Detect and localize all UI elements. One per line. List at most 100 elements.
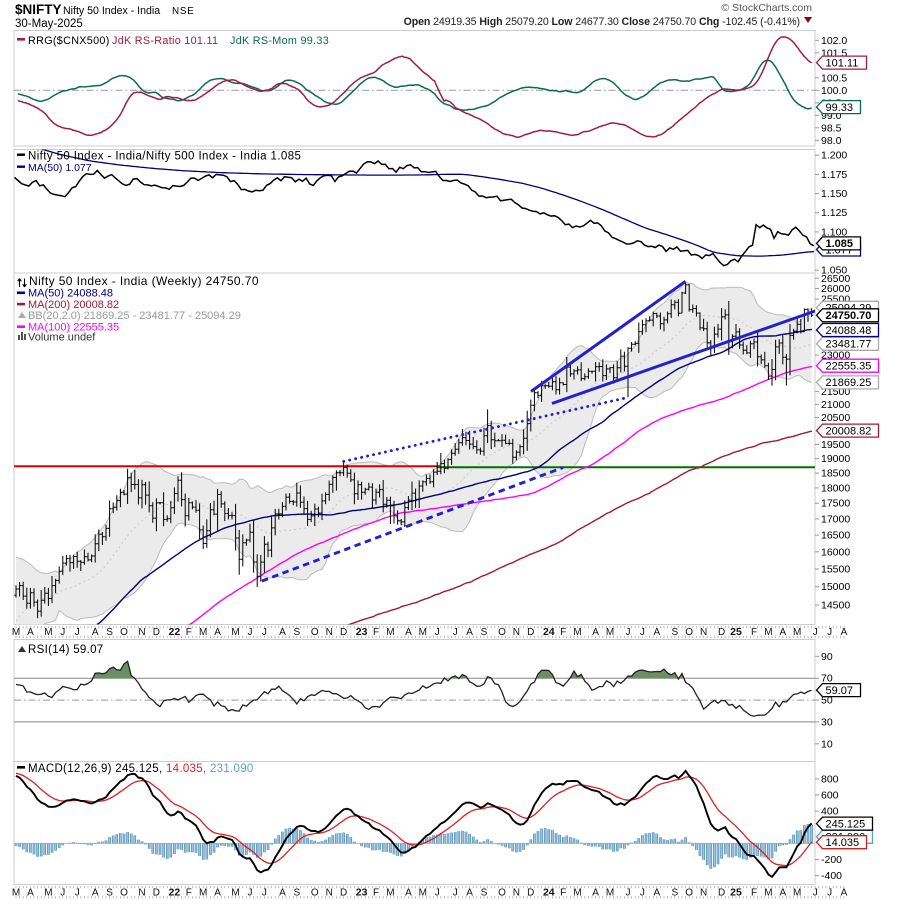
svg-text:F: F: [560, 888, 566, 899]
svg-text:M: M: [199, 627, 207, 638]
svg-text:26000: 26000: [821, 283, 850, 295]
svg-text:102.0: 102.0: [821, 35, 847, 47]
svg-text:59.07: 59.07: [826, 685, 854, 697]
svg-text:N: N: [700, 627, 707, 638]
svg-text:M: M: [764, 888, 772, 899]
svg-text:A: A: [653, 627, 660, 638]
svg-text:M: M: [764, 627, 772, 638]
svg-text:S: S: [293, 627, 300, 638]
svg-text:F: F: [186, 627, 192, 638]
svg-text:O: O: [685, 888, 693, 899]
svg-text:MA(100) 22555.35: MA(100) 22555.35: [28, 321, 119, 333]
svg-text:20500: 20500: [821, 412, 850, 424]
svg-text:A: A: [405, 627, 412, 638]
svg-text:N: N: [513, 627, 520, 638]
svg-text:M: M: [419, 888, 427, 899]
svg-text:MA(50) 24088.48: MA(50) 24088.48: [28, 288, 113, 300]
svg-text:A: A: [92, 888, 99, 899]
svg-text:J: J: [453, 888, 458, 899]
svg-text:90: 90: [821, 651, 833, 663]
svg-text:1.175: 1.175: [821, 169, 847, 181]
svg-text:J: J: [248, 888, 253, 899]
svg-text:24750.70: 24750.70: [826, 310, 872, 322]
svg-text:19500: 19500: [821, 439, 850, 451]
svg-text:98.0: 98.0: [821, 135, 842, 147]
svg-text:S: S: [106, 888, 113, 899]
svg-text:1.100: 1.100: [821, 226, 847, 238]
svg-text:17500: 17500: [821, 498, 850, 510]
svg-text:F: F: [373, 888, 379, 899]
svg-text:M: M: [386, 888, 394, 899]
svg-text:M: M: [573, 627, 581, 638]
svg-text:M: M: [231, 888, 239, 899]
svg-text:D: D: [527, 888, 534, 899]
svg-text:M: M: [606, 627, 614, 638]
svg-text:O: O: [120, 627, 128, 638]
svg-text:M: M: [793, 627, 801, 638]
svg-text:M: M: [573, 888, 581, 899]
svg-text:NSE: NSE: [172, 6, 195, 17]
svg-text:MACD(12,26,9) 245.125, 14.035,: MACD(12,26,9) 245.125, 14.035, 231.090: [28, 763, 254, 775]
svg-text:M: M: [44, 627, 52, 638]
svg-text:J: J: [435, 888, 440, 899]
svg-text:J: J: [813, 627, 818, 638]
svg-text:23: 23: [356, 626, 368, 638]
svg-text:800: 800: [821, 773, 839, 785]
svg-text:M: M: [793, 888, 801, 899]
svg-text:A: A: [279, 627, 286, 638]
svg-text:A: A: [466, 888, 473, 899]
svg-text:15500: 15500: [821, 564, 850, 576]
svg-text:S: S: [481, 888, 488, 899]
svg-text:MA(200) 20008.82: MA(200) 20008.82: [28, 299, 119, 311]
svg-text:Open 24919.35 High 25079.20 Lo: Open 24919.35 High 25079.20 Low 24677.30…: [404, 16, 800, 28]
svg-text:J: J: [60, 888, 65, 899]
svg-text:J: J: [626, 888, 631, 899]
svg-text:BB(20,2.0) 21869.25 - 23481.77: BB(20,2.0) 21869.25 - 23481.77 - 25094.2…: [28, 310, 241, 322]
svg-text:26500: 26500: [821, 273, 850, 285]
svg-text:100.0: 100.0: [821, 85, 847, 97]
svg-text:18500: 18500: [821, 468, 850, 480]
svg-text:A: A: [592, 888, 599, 899]
svg-text:19000: 19000: [821, 453, 850, 465]
svg-text:RSI(14) 59.07: RSI(14) 59.07: [28, 644, 104, 656]
svg-text:50: 50: [821, 695, 833, 707]
svg-text:A: A: [779, 888, 786, 899]
svg-text:25: 25: [730, 887, 742, 899]
svg-text:101.11: 101.11: [826, 57, 859, 69]
svg-text:F: F: [373, 627, 379, 638]
svg-text:N: N: [138, 627, 145, 638]
svg-text:10: 10: [821, 738, 833, 750]
svg-text:21869.25: 21869.25: [826, 377, 872, 389]
svg-text:A: A: [214, 627, 221, 638]
svg-text:O: O: [120, 888, 128, 899]
svg-text:S: S: [293, 888, 300, 899]
svg-text:D: D: [340, 888, 347, 899]
svg-text:J: J: [640, 888, 645, 899]
svg-text:A: A: [653, 888, 660, 899]
svg-text:N: N: [138, 888, 145, 899]
svg-text:18000: 18000: [821, 482, 850, 494]
svg-text:1.200: 1.200: [821, 150, 847, 162]
svg-text:21000: 21000: [821, 399, 850, 411]
svg-text:F: F: [751, 627, 757, 638]
svg-text:20008.82: 20008.82: [826, 425, 872, 437]
svg-text:Nifty 50 Index - India/Nifty 5: Nifty 50 Index - India/Nifty 500 Index -…: [28, 151, 301, 163]
svg-text:J: J: [60, 627, 65, 638]
svg-text:A: A: [841, 888, 848, 899]
svg-text:J: J: [626, 627, 631, 638]
svg-text:A: A: [92, 627, 99, 638]
svg-text:17000: 17000: [821, 513, 850, 525]
svg-text:A: A: [466, 627, 473, 638]
svg-text:A: A: [779, 627, 786, 638]
svg-text:J: J: [75, 627, 80, 638]
svg-text:1.050: 1.050: [821, 265, 847, 277]
svg-text:N: N: [326, 888, 333, 899]
svg-text:M: M: [12, 888, 20, 899]
svg-text:A: A: [592, 627, 599, 638]
svg-text:22555.35: 22555.35: [826, 361, 872, 373]
svg-text:MA(50) 1.077: MA(50) 1.077: [28, 162, 92, 174]
svg-text:F: F: [186, 888, 192, 899]
svg-text:J: J: [813, 888, 818, 899]
svg-text:J: J: [453, 627, 458, 638]
svg-text:1.150: 1.150: [821, 188, 847, 200]
